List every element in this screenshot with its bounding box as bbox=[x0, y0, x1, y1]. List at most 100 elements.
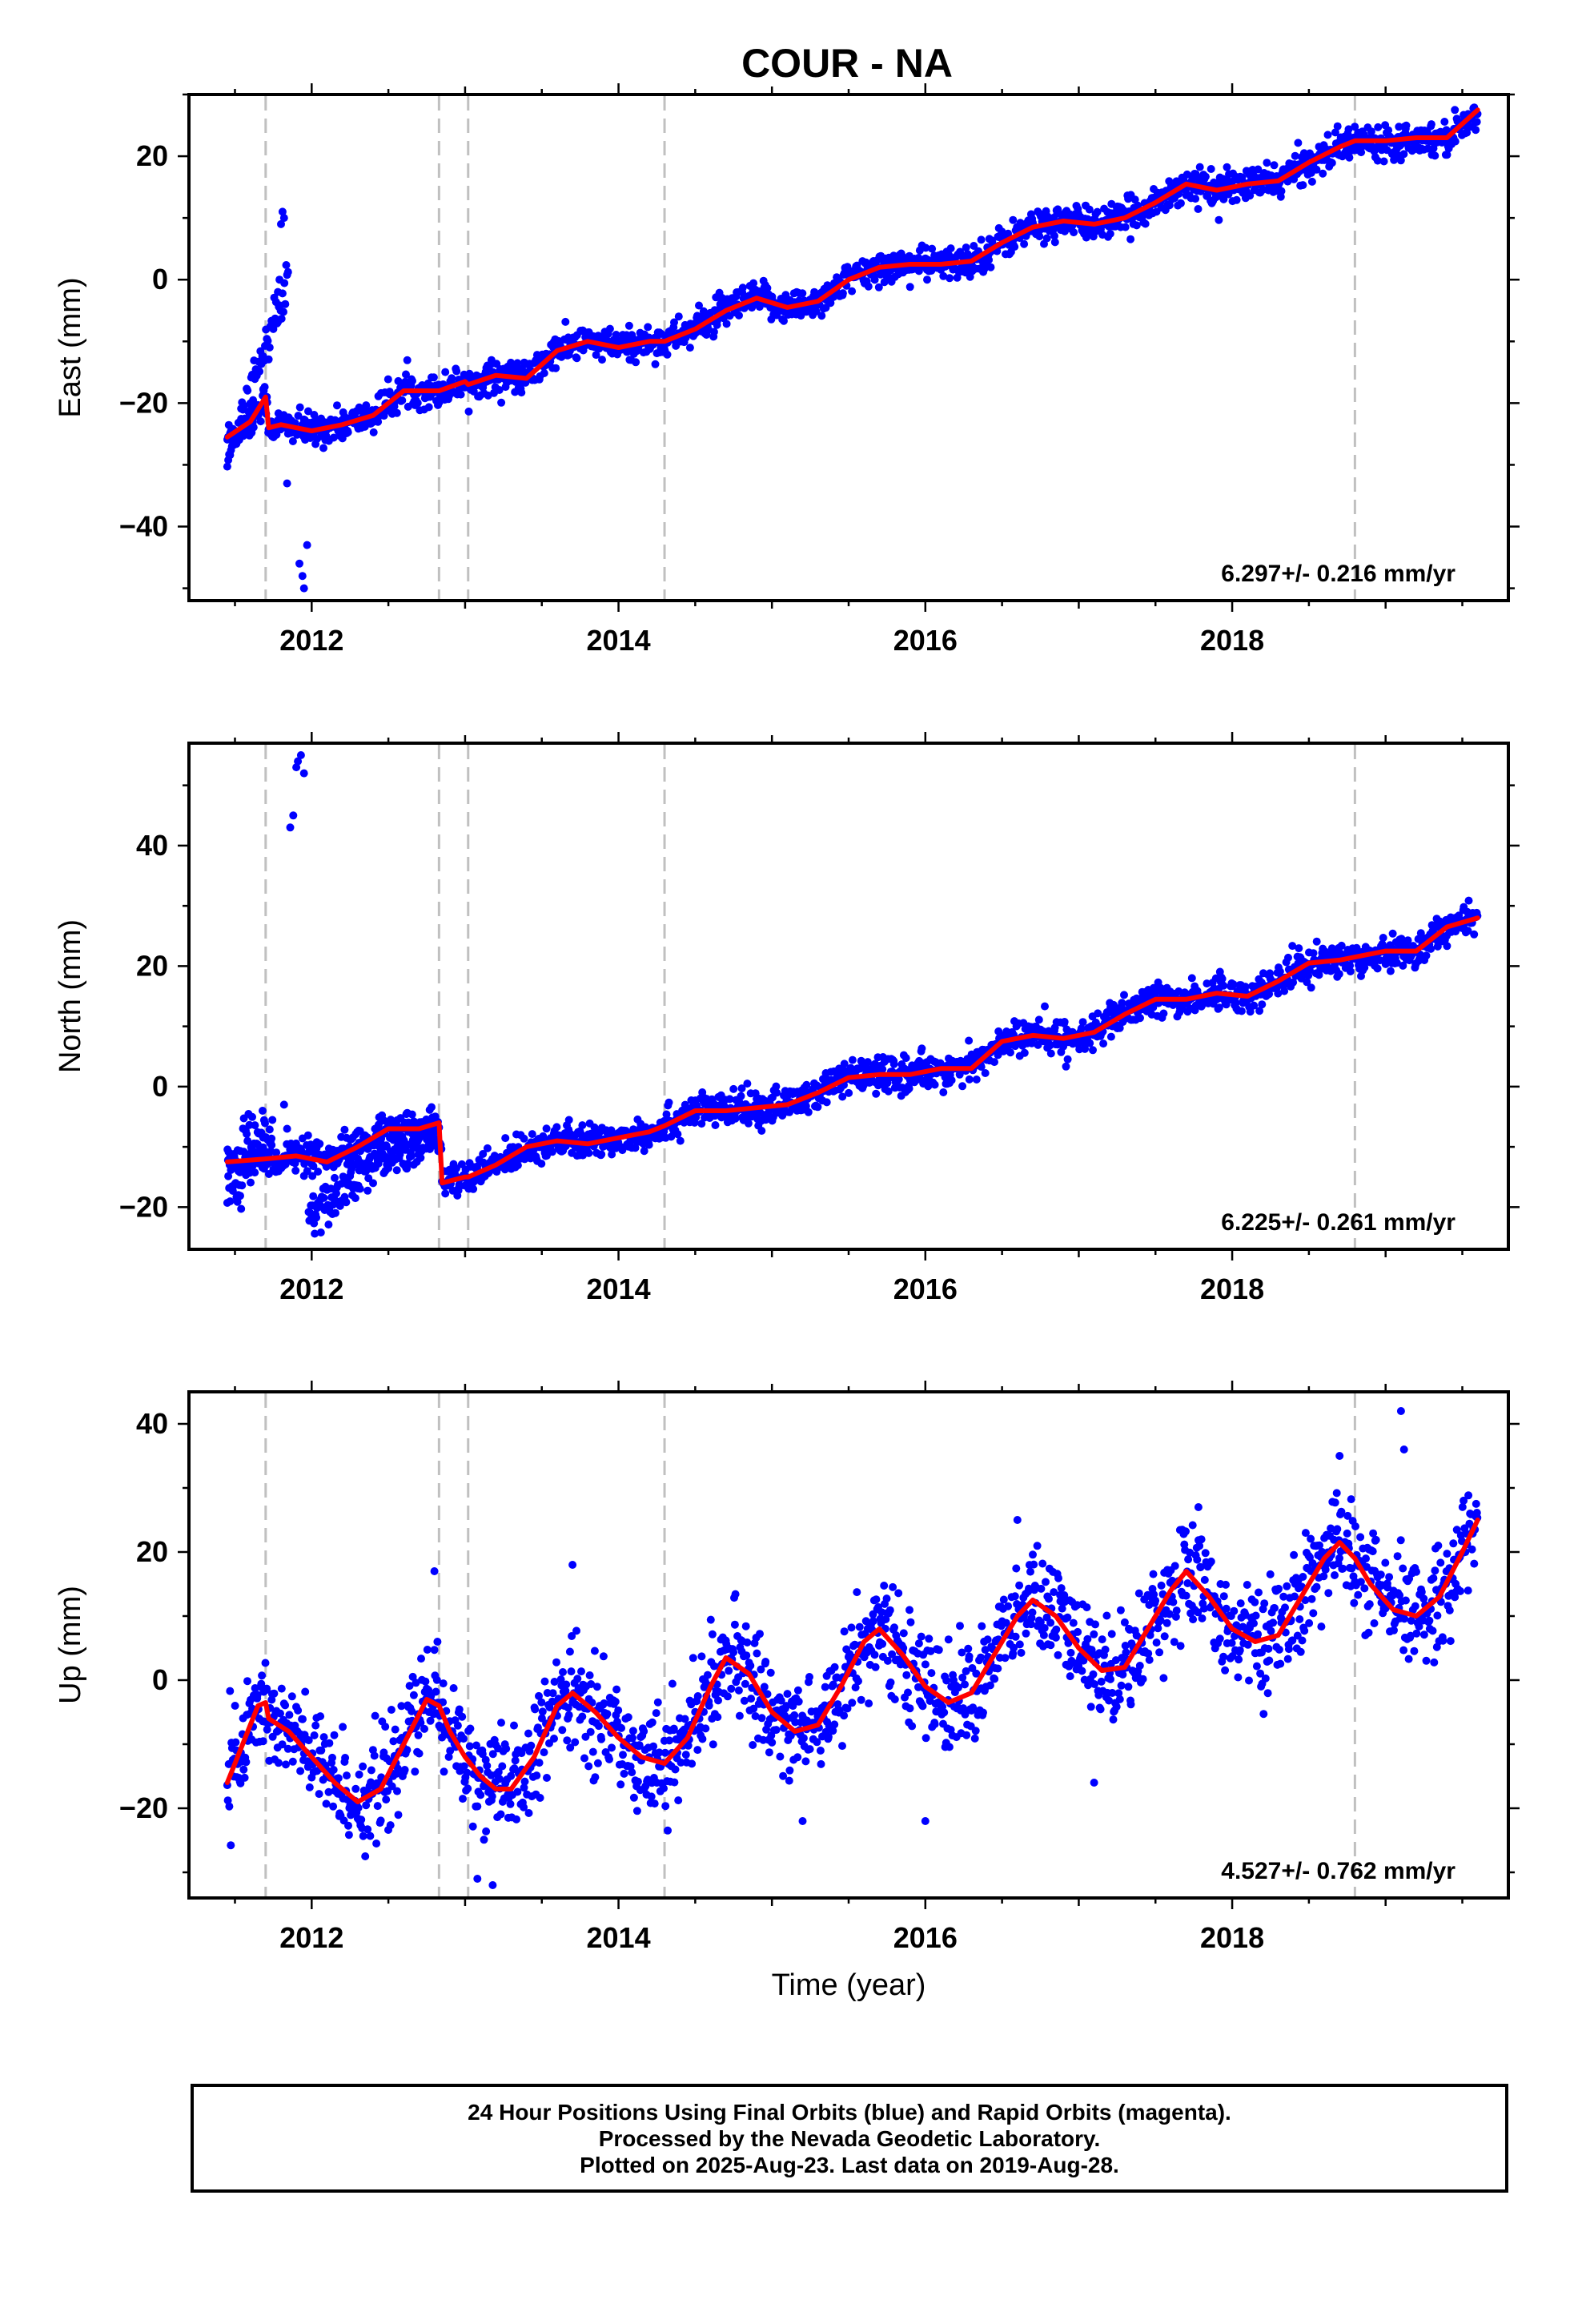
data-point bbox=[573, 1675, 582, 1683]
data-point bbox=[735, 1711, 744, 1720]
data-point bbox=[403, 1746, 412, 1755]
data-point bbox=[727, 1684, 736, 1693]
data-point bbox=[392, 1166, 401, 1175]
data-point bbox=[272, 1148, 281, 1157]
data-point bbox=[652, 1709, 661, 1718]
data-point bbox=[409, 1691, 418, 1699]
data-point bbox=[612, 1685, 621, 1694]
data-point bbox=[441, 368, 450, 376]
data-point bbox=[251, 1121, 259, 1130]
data-point bbox=[566, 1743, 575, 1752]
data-point bbox=[840, 1627, 849, 1636]
data-point bbox=[731, 1590, 740, 1598]
data-point bbox=[543, 1774, 551, 1782]
data-point bbox=[650, 1799, 659, 1808]
data-point bbox=[789, 1702, 797, 1711]
data-point bbox=[921, 243, 930, 252]
data-point bbox=[1094, 1009, 1102, 1018]
data-point bbox=[965, 1075, 974, 1084]
data-point bbox=[676, 1136, 685, 1145]
data-point bbox=[496, 1810, 505, 1819]
data-point bbox=[709, 328, 718, 336]
data-point bbox=[743, 1080, 752, 1088]
data-point bbox=[840, 1059, 849, 1068]
data-point bbox=[331, 1173, 339, 1182]
data-point bbox=[373, 1802, 382, 1811]
data-point bbox=[635, 1741, 644, 1750]
data-point bbox=[695, 301, 703, 310]
outlier-point bbox=[289, 811, 298, 820]
data-point bbox=[398, 1132, 407, 1141]
data-point bbox=[458, 1712, 467, 1721]
data-point bbox=[1054, 205, 1062, 214]
data-point bbox=[673, 1130, 682, 1139]
data-point bbox=[287, 1692, 296, 1701]
data-point bbox=[928, 244, 937, 253]
data-point bbox=[793, 1753, 802, 1762]
data-point bbox=[264, 355, 273, 364]
data-point bbox=[488, 1792, 496, 1801]
x-tick-label: 2016 bbox=[893, 1273, 958, 1305]
data-point bbox=[1099, 1039, 1108, 1048]
data-point bbox=[688, 1759, 697, 1768]
data-point bbox=[550, 1735, 558, 1743]
data-point bbox=[263, 1725, 271, 1734]
data-point bbox=[371, 1711, 379, 1720]
data-point bbox=[857, 1695, 865, 1704]
data-point bbox=[237, 1204, 246, 1213]
data-point bbox=[517, 1749, 526, 1758]
data-point bbox=[332, 1189, 340, 1198]
x-tick-label: 2014 bbox=[587, 624, 651, 657]
data-point bbox=[236, 1779, 245, 1787]
data-point bbox=[1472, 118, 1481, 127]
data-point bbox=[1077, 1024, 1086, 1033]
data-point bbox=[585, 1671, 594, 1679]
data-point bbox=[402, 370, 410, 379]
data-point bbox=[497, 1719, 505, 1727]
data-point bbox=[463, 1768, 472, 1777]
data-point bbox=[785, 1776, 793, 1785]
data-point bbox=[532, 1771, 541, 1780]
data-point bbox=[1396, 156, 1405, 165]
data-point bbox=[603, 1710, 612, 1719]
data-point bbox=[592, 351, 600, 360]
outlier-point bbox=[303, 541, 311, 549]
data-point bbox=[376, 1138, 385, 1147]
data-point bbox=[294, 412, 303, 420]
data-point bbox=[1093, 207, 1102, 216]
data-point bbox=[540, 1748, 548, 1757]
data-point bbox=[850, 1640, 859, 1649]
data-point bbox=[263, 336, 272, 345]
data-point bbox=[1291, 151, 1299, 160]
outlier-point bbox=[298, 572, 307, 581]
data-point bbox=[600, 1699, 608, 1707]
data-point bbox=[453, 1721, 462, 1730]
data-point bbox=[478, 1750, 487, 1759]
data-point bbox=[930, 1080, 939, 1089]
data-point bbox=[357, 1815, 366, 1824]
data-point bbox=[697, 1652, 706, 1661]
data-point bbox=[830, 1663, 839, 1671]
data-point bbox=[452, 367, 461, 376]
data-point bbox=[263, 1684, 271, 1693]
data-point bbox=[741, 1679, 749, 1688]
data-point bbox=[1118, 999, 1126, 1007]
data-point bbox=[699, 307, 708, 316]
data-point bbox=[279, 308, 287, 316]
data-point bbox=[408, 1672, 417, 1681]
data-point bbox=[558, 1726, 567, 1735]
data-point bbox=[785, 1766, 794, 1775]
data-point bbox=[581, 1732, 590, 1741]
data-point bbox=[901, 1064, 909, 1073]
north-rate-label: 6.225+/- 0.261 mm/yr bbox=[1221, 1209, 1456, 1236]
data-point bbox=[701, 1724, 710, 1733]
data-point bbox=[265, 1125, 274, 1134]
data-point bbox=[1327, 159, 1336, 167]
data-point bbox=[734, 1686, 743, 1695]
data-point bbox=[383, 375, 392, 384]
data-point bbox=[786, 1731, 795, 1740]
data-point bbox=[367, 1766, 375, 1775]
data-point bbox=[329, 1766, 338, 1774]
data-point bbox=[612, 331, 620, 339]
data-point bbox=[363, 1186, 372, 1195]
